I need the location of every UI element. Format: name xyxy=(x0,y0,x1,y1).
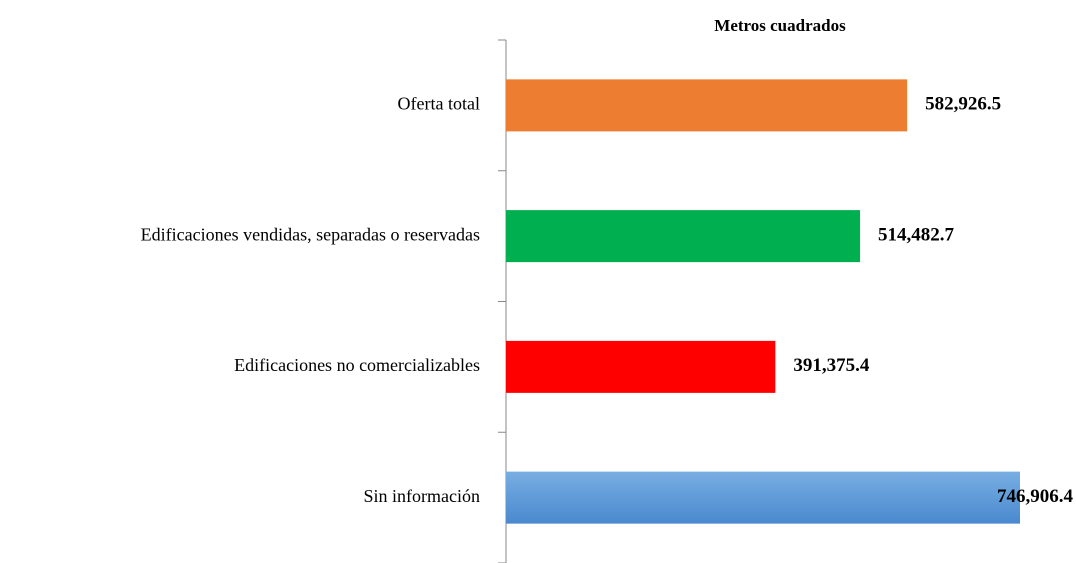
bar xyxy=(506,79,908,132)
bar xyxy=(506,210,861,263)
value-label: 582,926.5 xyxy=(925,94,1001,115)
bar xyxy=(506,340,776,393)
chart-title: Metros cuadrados xyxy=(714,16,846,35)
category-label: Edificaciones vendidas, separadas o rese… xyxy=(141,224,480,244)
value-label: 746,906.4 xyxy=(997,486,1074,507)
category-label: Oferta total xyxy=(398,94,480,114)
value-label: 391,375.4 xyxy=(793,355,870,376)
category-label: Edificaciones no comercializables xyxy=(234,355,480,375)
value-label: 514,482.7 xyxy=(878,224,955,245)
category-label: Sin información xyxy=(364,486,480,506)
bar xyxy=(506,471,1020,524)
